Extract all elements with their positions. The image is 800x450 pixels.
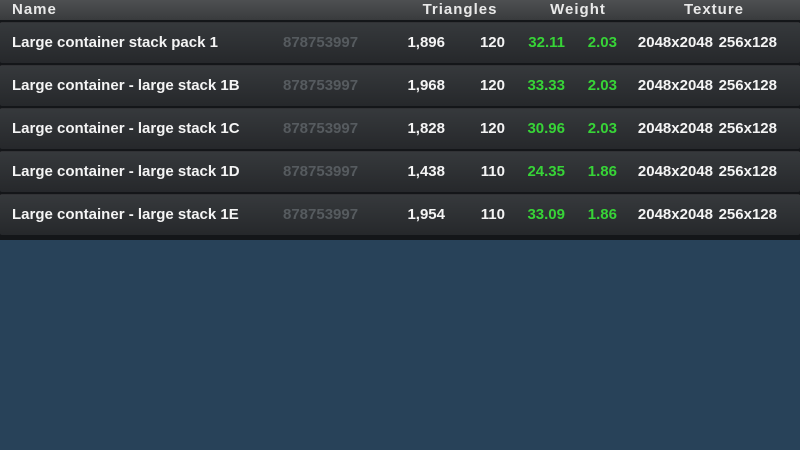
asset-id: 878753997 (283, 120, 359, 137)
weight-value: 33.09 (527, 206, 565, 223)
triangles-value: 1,954 (407, 206, 445, 223)
lod-texture-size: 256x128 (718, 120, 777, 137)
asset-id: 878753997 (283, 163, 359, 180)
lod-weight-value: 1.86 (587, 163, 617, 180)
lod-triangles-value: 110 (480, 206, 505, 223)
table-row[interactable]: Large container - large stack 1D 8787539… (0, 151, 800, 192)
lod-triangles-value: 120 (479, 120, 505, 137)
lod-texture-size: 256x128 (718, 34, 777, 51)
asset-id: 878753997 (283, 34, 359, 51)
texture-size: 2048x2048 (637, 120, 713, 137)
table-row[interactable]: Large container - large stack 1E 8787539… (0, 194, 800, 235)
weight-value: 33.33 (527, 77, 565, 94)
lod-texture-size: 256x128 (718, 206, 777, 223)
table-row[interactable]: Large container stack pack 1 878753997 1… (0, 22, 800, 63)
column-header-triangles[interactable]: Triangles (422, 1, 498, 18)
lod-triangles-value: 120 (479, 34, 505, 51)
weight-value: 32.11 (528, 34, 565, 51)
lod-triangles-value: 110 (480, 163, 505, 180)
triangles-value: 1,828 (407, 120, 445, 137)
asset-name: Large container - large stack 1D (12, 163, 240, 180)
weight-value: 24.35 (527, 163, 565, 180)
asset-name: Large container stack pack 1 (12, 34, 218, 51)
asset-id: 878753997 (283, 206, 359, 223)
asset-name: Large container - large stack 1C (12, 120, 240, 137)
column-header-texture[interactable]: Texture (683, 1, 745, 18)
triangles-value: 1,438 (407, 163, 445, 180)
texture-size: 2048x2048 (637, 206, 713, 223)
lod-weight-value: 2.03 (587, 34, 617, 51)
texture-size: 2048x2048 (637, 77, 713, 94)
asset-id: 878753997 (283, 77, 359, 94)
weight-value: 30.96 (527, 120, 565, 137)
triangles-value: 1,896 (407, 34, 445, 51)
lod-texture-size: 256x128 (718, 77, 777, 94)
column-header-name[interactable]: Name (12, 1, 57, 18)
texture-size: 2048x2048 (637, 163, 713, 180)
table-row[interactable]: Large container - large stack 1B 8787539… (0, 65, 800, 106)
table-row[interactable]: Large container - large stack 1C 8787539… (0, 108, 800, 149)
asset-name: Large container - large stack 1B (12, 77, 240, 94)
lod-weight-value: 2.03 (587, 77, 617, 94)
lod-texture-size: 256x128 (718, 163, 777, 180)
lod-triangles-value: 120 (479, 77, 505, 94)
lod-weight-value: 2.03 (587, 120, 617, 137)
asset-name: Large container - large stack 1E (12, 206, 239, 223)
table-header-row: Name Triangles Weight Texture (0, 0, 800, 22)
column-header-weight[interactable]: Weight (550, 1, 606, 18)
triangles-value: 1,968 (407, 77, 445, 94)
lod-weight-value: 1.86 (587, 206, 617, 223)
texture-size: 2048x2048 (637, 34, 713, 51)
asset-stats-table: Name Triangles Weight Texture Large cont… (0, 0, 800, 240)
